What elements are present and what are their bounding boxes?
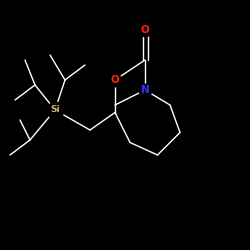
Text: O: O	[140, 25, 149, 35]
Text: Si: Si	[50, 106, 60, 114]
Text: O: O	[110, 75, 120, 85]
Text: N: N	[140, 85, 149, 95]
